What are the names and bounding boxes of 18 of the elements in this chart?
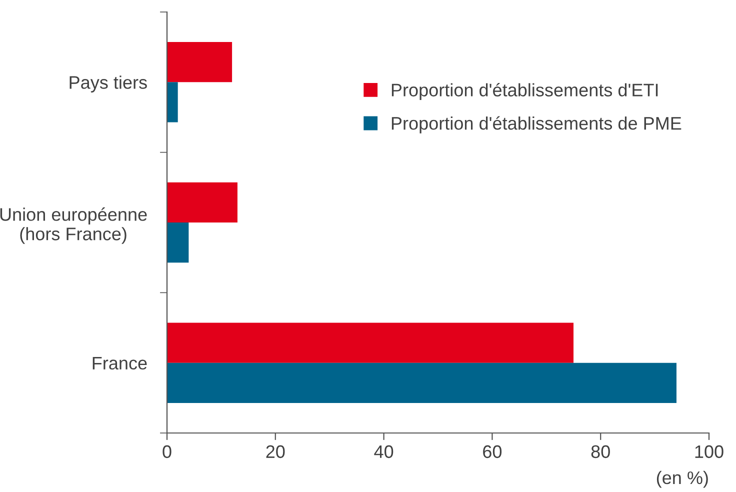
y-tick-label: France — [92, 356, 147, 370]
x-tick-label: 80 — [591, 445, 610, 458]
y-tick-label: Union européenne (hors France) — [0, 207, 147, 244]
bar — [167, 82, 178, 122]
x-tick-label: 40 — [374, 445, 394, 458]
x-tick-label: 60 — [483, 445, 502, 458]
bar — [167, 362, 676, 403]
x-tick-label: 0 — [162, 445, 172, 458]
legend-label: Proportion d'établissements de PME — [392, 116, 682, 134]
bar — [167, 182, 238, 222]
x-tick-label: 100 — [695, 445, 724, 458]
bar — [167, 222, 189, 263]
legend-label: Proportion d'établissements d'ETI — [392, 82, 658, 100]
x-tick-label: 20 — [266, 445, 285, 458]
y-tick-label: Pays tiers — [70, 76, 147, 92]
bar — [167, 322, 574, 363]
x-axis-title: (en %) — [656, 470, 708, 488]
bar — [167, 42, 232, 82]
